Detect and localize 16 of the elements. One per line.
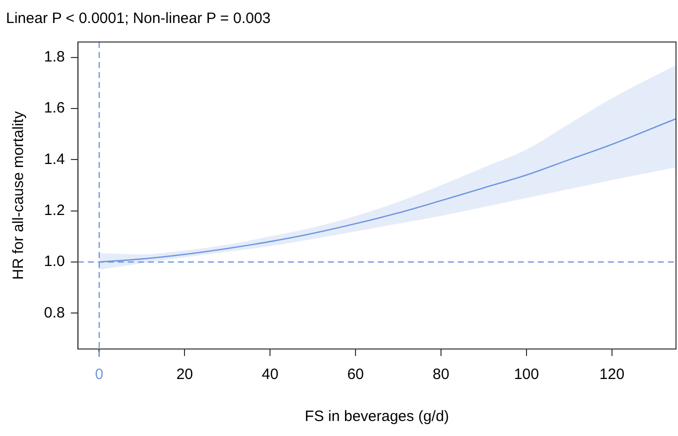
x-tick-label: 60 — [347, 366, 364, 384]
x-axis-title: FS in beverages (g/d) — [304, 408, 450, 426]
y-tick-label: 1.0 — [44, 253, 65, 270]
y-tick-label: 1.6 — [44, 100, 65, 117]
x-tick-label: 0 — [95, 366, 104, 384]
y-tick-label: 1.2 — [44, 202, 65, 219]
x-tick-label: 20 — [176, 366, 194, 384]
x-tick-label: 120 — [599, 366, 624, 384]
x-tick-label: 80 — [432, 366, 450, 384]
x-tick-label: 40 — [262, 366, 278, 384]
y-axis-title: HR for all-cause mortality — [10, 110, 28, 280]
y-tick-label: 0.8 — [44, 304, 65, 322]
y-tick-label: 1.8 — [44, 48, 65, 66]
y-tick-label: 1.4 — [44, 150, 65, 168]
x-tick-label: 100 — [514, 366, 539, 384]
chart-title: Linear P < 0.0001; Non-linear P = 0.003 — [6, 10, 271, 28]
